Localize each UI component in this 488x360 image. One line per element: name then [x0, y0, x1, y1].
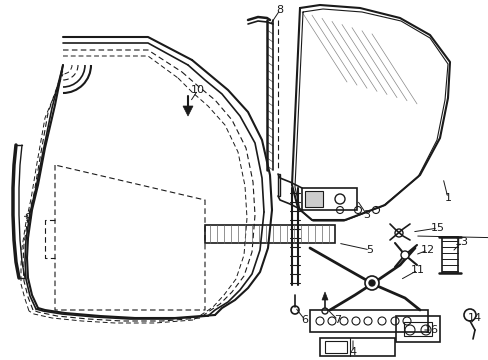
Text: 12: 12: [420, 245, 434, 255]
Text: 4: 4: [349, 347, 356, 357]
Bar: [319, 338, 394, 356]
Text: 9: 9: [24, 213, 32, 223]
Bar: [403, 322, 431, 336]
Text: 8: 8: [276, 5, 283, 15]
Text: 14: 14: [467, 313, 481, 323]
Text: 1: 1: [444, 193, 450, 203]
Bar: [204, 225, 334, 243]
Bar: [325, 341, 346, 353]
Bar: [302, 188, 356, 210]
Polygon shape: [321, 292, 327, 300]
Circle shape: [368, 280, 374, 286]
Circle shape: [400, 251, 408, 259]
Polygon shape: [183, 106, 193, 116]
Text: 5: 5: [366, 245, 373, 255]
Circle shape: [364, 276, 378, 290]
Text: 3: 3: [363, 210, 370, 220]
Text: 11: 11: [410, 265, 424, 275]
Text: 7: 7: [334, 315, 341, 325]
Bar: [305, 191, 323, 207]
Text: 6: 6: [301, 315, 308, 325]
Bar: [309, 310, 427, 332]
Bar: [441, 237, 457, 273]
Text: 16: 16: [424, 325, 438, 335]
Text: 10: 10: [191, 85, 204, 95]
Bar: [395, 316, 439, 342]
Text: 13: 13: [454, 237, 468, 247]
Text: 15: 15: [430, 223, 444, 233]
Bar: [278, 174, 280, 196]
